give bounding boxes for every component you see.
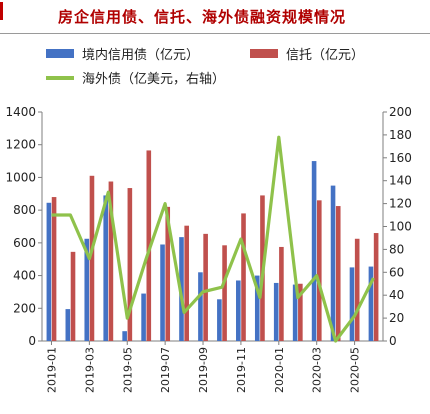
y-left-tick-label: 400 <box>13 269 36 283</box>
bar-trust <box>241 213 246 341</box>
y-right-tick-label: 120 <box>389 197 412 211</box>
x-tick-label: 2019-01 <box>45 347 58 393</box>
bar-trust <box>222 245 227 341</box>
bar-trust <box>279 246 284 341</box>
y-right-tick-label: 200 <box>389 105 412 119</box>
y-left-tick-label: 600 <box>13 236 36 250</box>
bar-trust <box>373 233 379 341</box>
y-left-tick-label: 1200 <box>5 138 36 152</box>
line-overseas <box>51 135 375 343</box>
x-tick-label: 2019-09 <box>197 347 210 393</box>
y-left-tick-label: 200 <box>13 301 36 315</box>
x-tick-label: 2019-07 <box>159 347 172 393</box>
x-tick-label: 2019-11 <box>235 347 248 393</box>
y-right-tick-label: 40 <box>389 288 404 302</box>
bar-trust <box>316 200 322 341</box>
legend-item-domestic: 境内信用债（亿元） <box>46 44 199 63</box>
title-accent-mark <box>0 2 3 20</box>
bar-trust <box>146 150 152 341</box>
bar-domestic <box>368 266 374 341</box>
y-left-tick-label: 1000 <box>5 170 36 184</box>
y-left-tick-label: 800 <box>13 203 36 217</box>
x-tick-label: 2020-03 <box>311 347 324 393</box>
y-left-tick-label: 0 <box>28 334 36 348</box>
y-right-tick-label: 80 <box>389 242 404 256</box>
y-right-tick-label: 160 <box>389 151 412 165</box>
bar-domestic <box>84 238 90 341</box>
y-right-tick-label: 180 <box>389 128 412 142</box>
bar-trust <box>127 188 133 341</box>
legend-label-overseas: 海外债（亿美元，右轴） <box>82 72 226 87</box>
y-left-tick-label: 1400 <box>5 105 36 119</box>
bar-trust <box>108 181 114 341</box>
bar-domestic <box>273 282 279 341</box>
x-tick-label: 2019-05 <box>121 347 134 393</box>
bar-domestic <box>330 185 336 341</box>
title-divider <box>0 33 430 34</box>
legend-item-overseas: 海外债（亿美元，右轴） <box>46 68 225 87</box>
bar-domestic <box>122 331 127 341</box>
legend-label-trust: 信托（亿元） <box>286 48 365 63</box>
bar-domestic <box>198 272 203 341</box>
x-tick-label: 2020-05 <box>349 347 362 393</box>
y-right-tick-label: 140 <box>389 174 412 188</box>
bar-trust <box>51 197 57 341</box>
y-right-tick-label: 100 <box>389 220 412 234</box>
legend-swatch-overseas <box>46 75 74 80</box>
chart-title: 房企信用债、信托、海外债融资规模情况 <box>58 8 347 26</box>
bar-domestic <box>236 280 241 341</box>
bar-domestic <box>160 244 165 341</box>
bar-trust <box>298 283 303 341</box>
bar-trust <box>165 206 171 341</box>
bar-trust <box>184 225 189 341</box>
bar-trust <box>354 238 360 341</box>
y-right-tick-label: 20 <box>389 311 404 325</box>
legend-item-trust: 信托（亿元） <box>250 44 364 63</box>
bar-domestic <box>254 275 260 341</box>
y-right-tick-label: 60 <box>389 265 404 279</box>
bar-domestic <box>217 299 222 341</box>
bar-domestic <box>141 293 146 341</box>
bar-domestic <box>311 161 317 341</box>
bar-trust <box>203 233 208 341</box>
legend-label-domestic: 境内信用债（亿元） <box>82 48 200 63</box>
bar-trust <box>70 251 76 341</box>
title-bar: 房企信用债、信托、海外债融资规模情况 <box>0 0 430 34</box>
bar-domestic <box>349 267 355 341</box>
legend-swatch-domestic <box>46 49 74 58</box>
legend: 境内信用债（亿元） 信托（亿元） 海外债（亿美元，右轴） <box>0 40 430 90</box>
bar-domestic <box>46 202 52 341</box>
bar-domestic <box>292 284 298 341</box>
x-tick-label: 2019-03 <box>83 347 96 393</box>
bar-domestic <box>103 195 109 341</box>
bar-domestic <box>65 309 71 341</box>
bar-trust <box>335 206 341 341</box>
x-tick-label: 2020-01 <box>273 347 286 393</box>
y-right-tick-label: 0 <box>389 334 397 348</box>
bar-trust <box>89 175 95 341</box>
legend-swatch-trust <box>250 49 278 58</box>
